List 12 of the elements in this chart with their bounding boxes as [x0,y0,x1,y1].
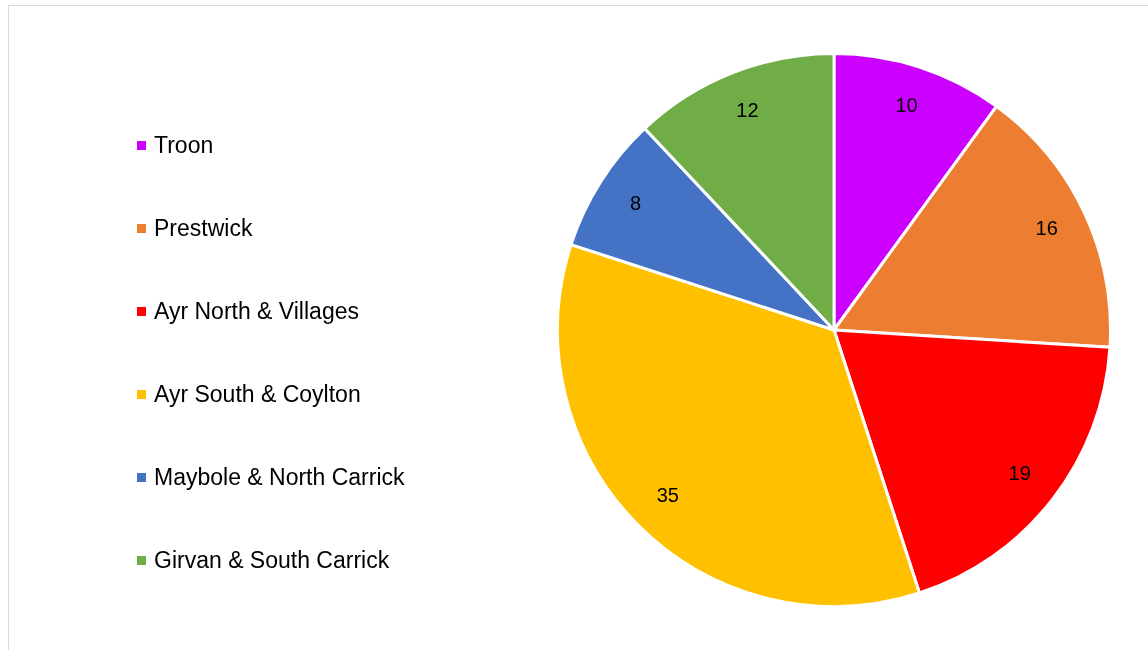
data-label: 19 [1008,461,1031,484]
data-label: 10 [895,93,918,116]
data-label: 35 [656,483,679,506]
legend-label: Ayr South & Coylton [154,381,361,407]
legend-label: Ayr North & Villages [154,298,359,324]
legend-label: Troon [154,132,214,158]
legend-label: Maybole & North Carrick [154,464,405,490]
data-label: 16 [1035,217,1058,240]
legend-label: Girvan & South Carrick [154,547,390,573]
data-label: 8 [630,191,642,214]
data-label: 12 [736,98,759,121]
legend-label: Prestwick [154,215,253,241]
